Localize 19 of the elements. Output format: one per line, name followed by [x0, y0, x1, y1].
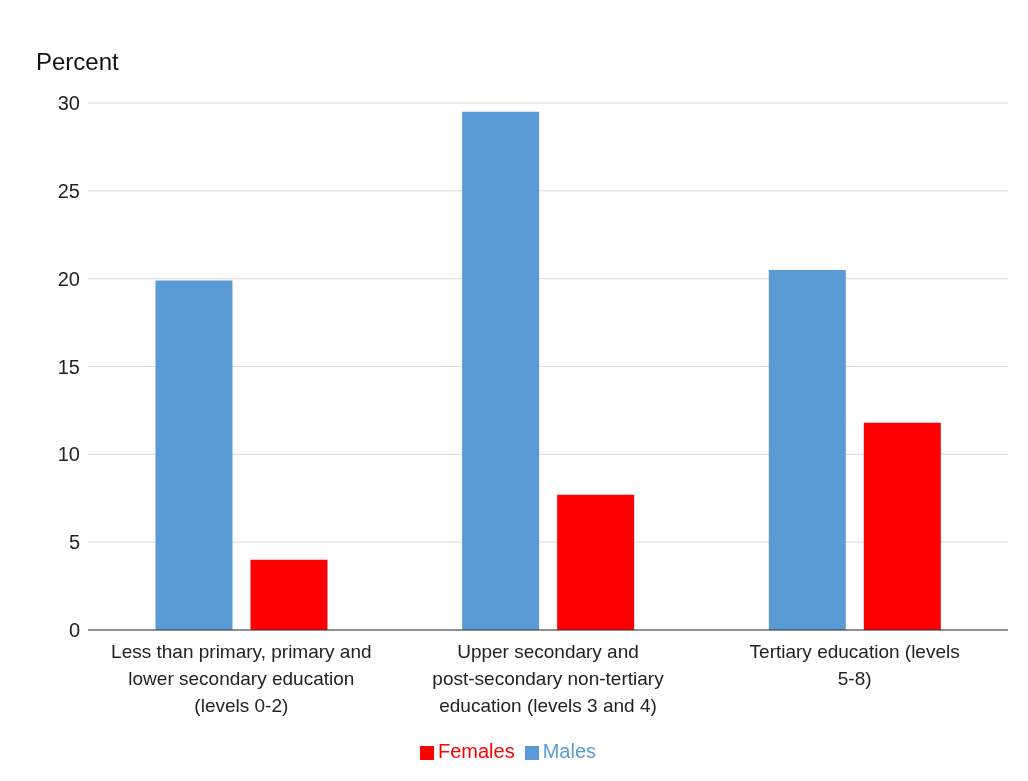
y-tick-label: 0 [68, 619, 80, 642]
bar [155, 280, 233, 630]
bar [250, 559, 328, 630]
y-tick-label: 15 [57, 355, 80, 378]
x-tick-label: Tertiary education (levels 5-8) [749, 641, 960, 689]
y-tick-label: 5 [68, 531, 80, 554]
bar [863, 422, 941, 630]
legend-label: Females [437, 740, 515, 762]
bar [768, 269, 846, 630]
y-tick-label: 25 [57, 179, 80, 202]
y-tick-label: 10 [57, 443, 80, 466]
bar [462, 111, 540, 630]
y-axis-title: Percent [36, 48, 119, 76]
legend-label: Males [542, 740, 597, 762]
y-tick-label: 30 [57, 92, 80, 115]
bar [557, 494, 635, 630]
y-tick-label: 20 [57, 267, 80, 290]
x-tick-label: Upper secondary and post-secondary non-tertiary education (levels 3 and 4) [432, 641, 665, 716]
x-tick-label: Less than primary, primary and lower secondary education (levels 0-2) [111, 641, 372, 716]
